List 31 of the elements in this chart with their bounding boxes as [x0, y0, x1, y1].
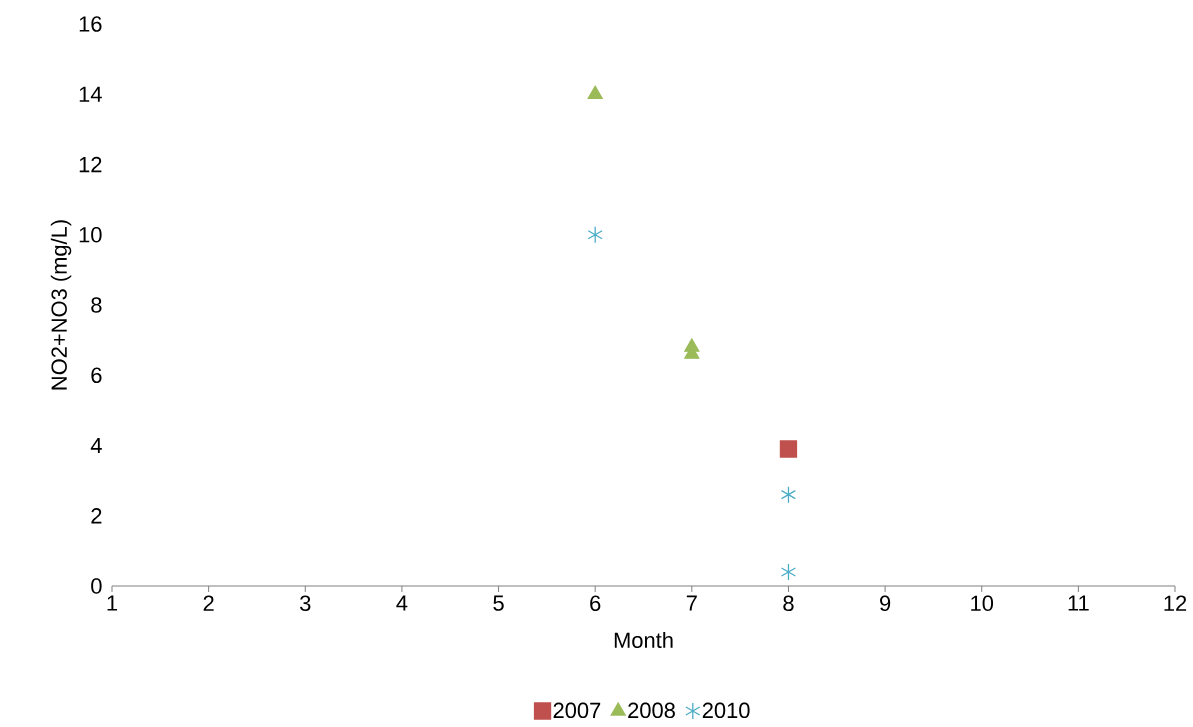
x-tick-label: 9 — [880, 595, 891, 612]
legend-label: 2007 — [553, 702, 601, 719]
y-tick-label: 10 — [79, 226, 102, 243]
legend-label: 2010 — [702, 702, 750, 719]
y-tick-label: 4 — [90, 437, 102, 454]
x-tick-label: 11 — [1068, 595, 1089, 611]
x-tick-label: 6 — [590, 595, 601, 612]
y-tick-label: 12 — [79, 156, 102, 173]
x-tick-label: 4 — [396, 595, 408, 611]
x-tick-label: 2 — [203, 595, 214, 611]
point — [780, 486, 797, 504]
x-tick-label: 5 — [493, 595, 504, 611]
x-tick-label: 10 — [971, 595, 994, 612]
y-tick-label: 2 — [91, 508, 102, 524]
point — [779, 440, 798, 458]
y-tick-label: 0 — [91, 578, 102, 594]
point — [587, 85, 603, 99]
y-tick-label: 14 — [79, 86, 102, 102]
point — [587, 226, 603, 244]
y-tick-label: 16 — [79, 16, 102, 32]
point — [780, 563, 797, 581]
x-tick-label: 3 — [300, 595, 311, 612]
y-tick-label: 6 — [91, 367, 102, 384]
legend-label: 2008 — [628, 702, 675, 719]
x-axis-title: Month — [614, 631, 673, 648]
y-tick-label: 8 — [91, 297, 102, 313]
y-axis-title: NO2+NO3 (mg/L) — [50, 220, 72, 390]
x-tick-label: 7 — [686, 595, 697, 611]
x-tick-label: 1 — [107, 595, 118, 611]
x-tick-label: 12 — [1164, 595, 1187, 611]
x-tick-label: 8 — [783, 595, 794, 612]
